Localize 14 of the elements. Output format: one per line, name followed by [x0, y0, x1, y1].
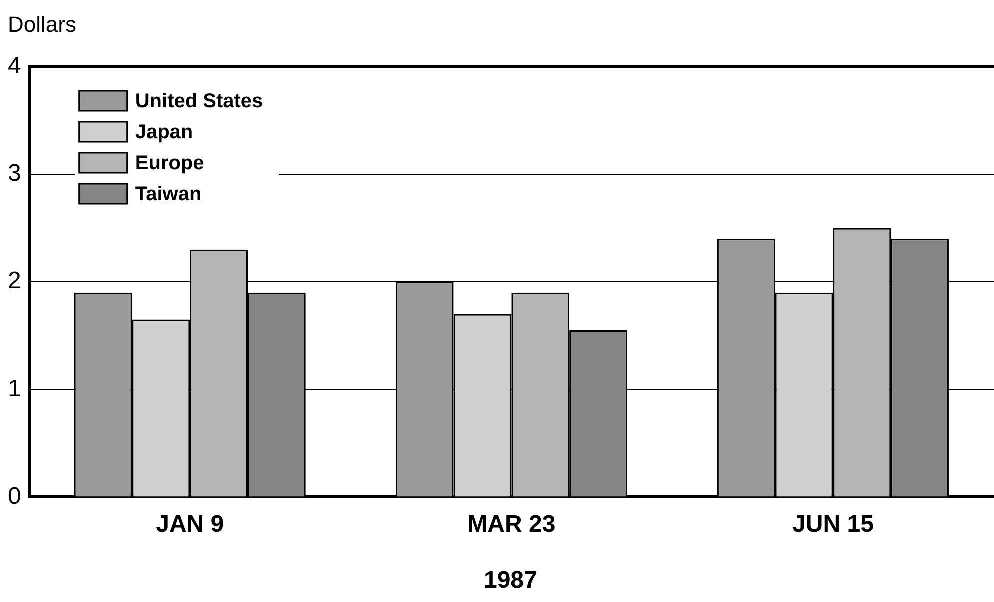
x-tick-label: JUN 15 — [792, 511, 874, 538]
x-tick-label: JAN 9 — [156, 511, 224, 538]
y-tick-label: 4 — [8, 52, 22, 80]
x-tick-label: MAR 23 — [468, 511, 556, 538]
y-tick-label: 1 — [8, 375, 22, 402]
x-axis-title: 1987 — [484, 567, 538, 594]
y-tick-label: 3 — [8, 160, 22, 188]
legend-label: Japan — [135, 122, 194, 144]
legend-label: United States — [135, 90, 264, 113]
y-axis-title: Dollars — [8, 12, 76, 37]
legend-label: Taiwan — [135, 184, 202, 206]
y-tick-label: 2 — [8, 268, 22, 295]
y-tick-label: 0 — [8, 482, 22, 510]
legend-label: Europe — [135, 152, 204, 175]
